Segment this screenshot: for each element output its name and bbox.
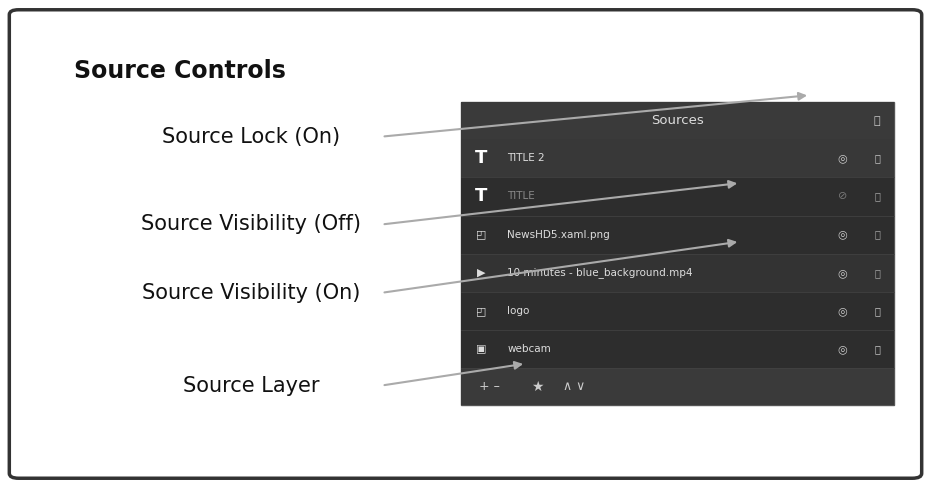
Bar [461,368,894,405]
Bar [461,254,894,292]
Bar [461,330,894,368]
Text: ◎: ◎ [838,268,847,278]
Text: 10 minutes - blue_background.mp4: 10 minutes - blue_background.mp4 [507,267,693,278]
Text: Sources: Sources [651,114,704,127]
Text: ◰: ◰ [476,230,487,240]
Text: ∧ ∨: ∧ ∨ [563,380,586,393]
Text: T: T [475,149,488,167]
Text: + –: + – [479,380,500,393]
Text: ▶: ▶ [477,268,486,278]
Text: 🔒: 🔒 [874,191,880,202]
Text: 🔒: 🔒 [874,345,880,354]
Bar [461,102,894,139]
Text: Source Controls: Source Controls [74,59,287,82]
Bar [461,292,894,330]
Text: ◎: ◎ [838,153,847,163]
Text: ▣: ▣ [476,345,487,354]
Text: 🔒: 🔒 [874,230,880,240]
Text: 🔒: 🔒 [874,306,880,316]
Text: TITLE: TITLE [507,191,535,202]
Text: Source Visibility (On): Source Visibility (On) [142,283,360,303]
Text: 🔒: 🔒 [874,268,880,278]
Bar [461,216,894,254]
Text: TITLE 2: TITLE 2 [507,153,545,163]
Text: ◎: ◎ [838,230,847,240]
Text: Source Lock (On): Source Lock (On) [162,127,341,146]
Bar [461,139,894,177]
Bar [461,177,894,216]
Text: ★: ★ [531,380,543,394]
Text: NewsHD5.xaml.png: NewsHD5.xaml.png [507,230,610,240]
Text: 🔒: 🔒 [873,116,881,126]
Text: 🔒: 🔒 [874,153,880,163]
Text: T: T [475,187,488,205]
Text: logo: logo [507,306,530,316]
Text: Source Visibility (Off): Source Visibility (Off) [142,215,361,234]
FancyBboxPatch shape [9,10,922,478]
Text: ◰: ◰ [476,306,487,316]
Text: ◎: ◎ [838,345,847,354]
Text: Source Layer: Source Layer [183,376,319,395]
Text: ⊘: ⊘ [838,191,847,202]
Bar [461,102,894,405]
Text: ◎: ◎ [838,306,847,316]
Text: webcam: webcam [507,345,551,354]
